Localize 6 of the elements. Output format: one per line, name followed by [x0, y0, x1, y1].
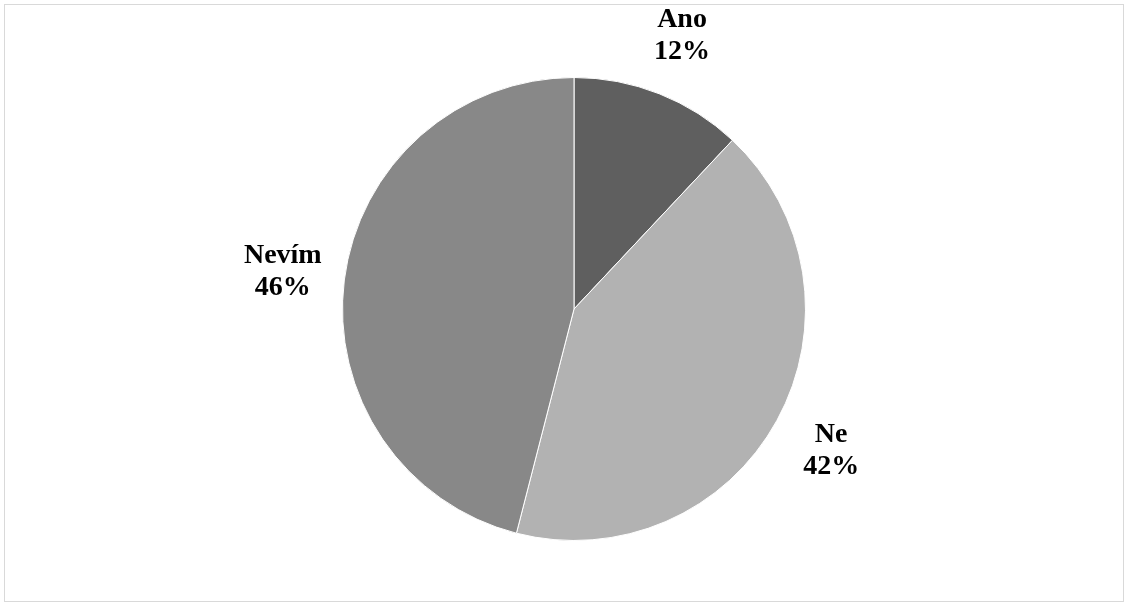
- slice-label: Ano: [657, 2, 707, 34]
- slice-label: Nevím: [243, 238, 322, 270]
- data-label: 12%: [654, 34, 711, 66]
- data-label: 46%: [254, 270, 311, 302]
- slice-label: Ne: [814, 416, 848, 448]
- data-label: 42%: [803, 448, 860, 480]
